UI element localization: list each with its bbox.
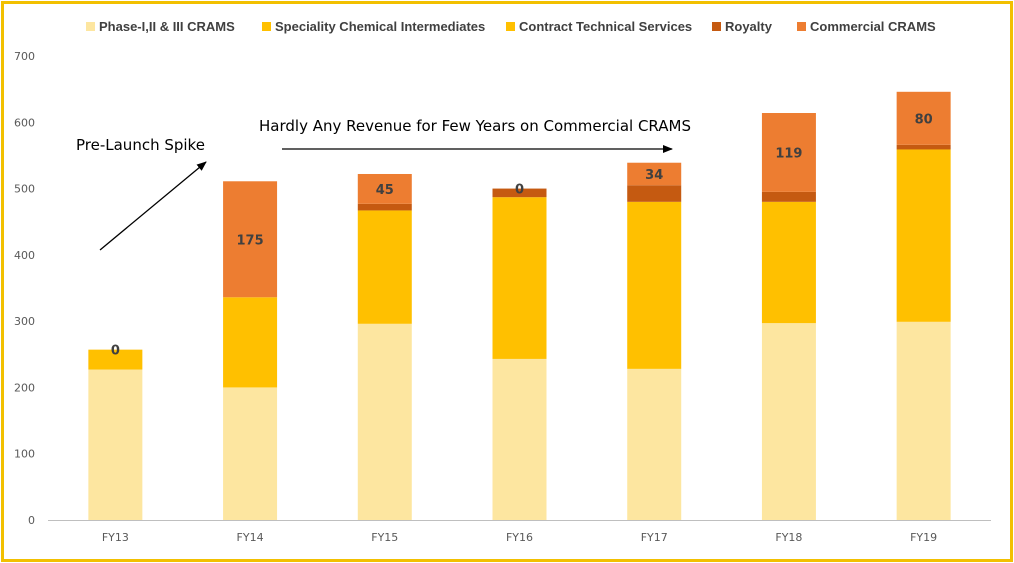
bar-segment — [357, 203, 412, 211]
y-tick-label: 300 — [14, 315, 35, 328]
data-label: 119 — [775, 146, 802, 161]
bar-segment — [492, 188, 547, 198]
bar-segment — [492, 358, 547, 520]
legend-swatch — [262, 22, 271, 31]
bars — [88, 91, 951, 520]
y-tick-label: 700 — [14, 50, 35, 63]
x-tick-label: FY18 — [775, 531, 802, 544]
bar-segment — [492, 197, 547, 359]
legend-label: Contract Technical Services — [519, 19, 692, 34]
legend-swatch — [712, 22, 721, 31]
commercial-crams-annotation: Hardly Any Revenue for Few Years on Comm… — [259, 117, 691, 135]
legend-swatch — [797, 22, 806, 31]
bar-segment — [896, 321, 951, 520]
pre-launch-arrow — [99, 161, 207, 251]
bar-segment — [761, 113, 816, 192]
bar-segment — [223, 297, 278, 388]
bar-segment — [357, 323, 412, 520]
data-label: 0 — [515, 183, 524, 198]
bar-segment — [88, 349, 143, 370]
x-tick-label: FY15 — [371, 531, 398, 544]
y-tick-label: 100 — [14, 448, 35, 461]
legend-label: Royalty — [725, 19, 773, 34]
legend-label: Commercial CRAMS — [810, 19, 936, 34]
bar-segment — [357, 210, 412, 324]
x-tick-label: FY14 — [237, 531, 264, 544]
x-tick-label: FY17 — [641, 531, 668, 544]
x-tick-label: FY19 — [910, 531, 937, 544]
bar-segment — [761, 201, 816, 324]
bar-segment — [627, 162, 682, 186]
data-labels: 0 175 45 0 34 119 80 — [111, 112, 933, 358]
pre-launch-annotation: Pre-Launch Spike — [76, 136, 205, 154]
bar-segment — [896, 144, 951, 150]
bar-segment — [627, 185, 682, 202]
bar-segment — [896, 91, 951, 145]
bar-segment — [761, 191, 816, 202]
data-label: 0 — [111, 344, 120, 359]
annotations: Pre-Launch Spike Hardly Any Revenue for … — [76, 117, 691, 251]
legend-swatch — [86, 22, 95, 31]
data-label: 45 — [376, 183, 394, 198]
bar-segment — [761, 323, 816, 520]
data-label: 34 — [645, 168, 663, 183]
bar-segment — [223, 387, 278, 520]
x-tick-label: FY13 — [102, 531, 129, 544]
data-label: 175 — [237, 233, 264, 248]
data-label: 80 — [915, 112, 933, 127]
y-tick-label: 200 — [14, 381, 35, 394]
x-axis: FY13 FY14 FY15 FY16 FY17 FY18 FY19 — [48, 520, 991, 544]
y-tick-label: 400 — [14, 249, 35, 262]
y-tick-label: 0 — [28, 514, 35, 527]
legend-label: Speciality Chemical Intermediates — [275, 19, 485, 34]
bar-segment — [896, 149, 951, 322]
bar-segment — [357, 173, 412, 204]
y-tick-label: 500 — [14, 183, 35, 196]
bar-segment — [627, 368, 682, 520]
bar-segment — [627, 201, 682, 369]
bar-segment — [88, 369, 143, 520]
legend: Phase-I,II & III CRAMS Speciality Chemica… — [86, 19, 936, 34]
y-axis: 0 100 200 300 400 500 600 700 — [14, 50, 35, 527]
chart-canvas: Phase-I,II & III CRAMS Speciality Chemica… — [14, 19, 991, 544]
legend-swatch — [506, 22, 515, 31]
bar-segment — [223, 181, 278, 298]
legend-label: Phase-I,II & III CRAMS — [99, 19, 235, 34]
x-tick-label: FY16 — [506, 531, 533, 544]
y-tick-label: 600 — [14, 116, 35, 129]
